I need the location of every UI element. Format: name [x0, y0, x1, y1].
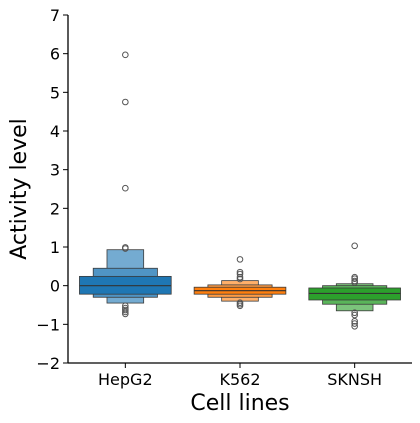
plot-area [79, 51, 401, 330]
outlier-point [351, 317, 358, 325]
outlier-point [351, 279, 358, 286]
boxen-SKNSH [308, 242, 401, 330]
y-tick-label: 1 [50, 238, 60, 257]
outlier-point [351, 275, 358, 283]
outlier-point [122, 302, 129, 310]
outlier-point [236, 302, 244, 310]
y-ticks: −2 −1 0 1 2 3 4 5 6 7 [36, 6, 68, 373]
y-tick-label: 3 [50, 161, 60, 180]
x-tick-label: HepG2 [98, 370, 153, 389]
x-ticks: HepG2 K562 SKNSH [98, 363, 382, 389]
x-axis-title: Cell lines [190, 391, 289, 416]
outlier-point [122, 310, 129, 318]
y-tick-label: 6 [50, 45, 60, 64]
boxen-HepG2 [79, 51, 172, 318]
outlier-point [351, 322, 358, 330]
outlier-point [122, 306, 129, 314]
boxen-box [308, 287, 401, 301]
outlier-point [351, 309, 358, 317]
y-tick-label: 5 [50, 83, 60, 102]
y-tick-label: −2 [36, 354, 60, 373]
y-tick-label: −1 [36, 315, 60, 334]
outlier-point [236, 256, 244, 263]
outlier-point [236, 273, 244, 281]
x-tick-label: K562 [219, 370, 260, 389]
outlier-point [351, 311, 358, 319]
outlier-point [236, 270, 244, 278]
y-tick-label: 7 [50, 6, 60, 25]
y-tick-label: 0 [50, 277, 60, 296]
outlier-point [351, 242, 358, 250]
y-tick-label: 4 [50, 122, 60, 141]
outlier-point [122, 245, 129, 252]
y-tick-label: 2 [50, 199, 60, 218]
outlier-point [122, 308, 129, 316]
boxen-K562 [193, 256, 287, 310]
outlier-point [122, 51, 129, 59]
outlier-point [122, 184, 129, 192]
outlier-point [236, 268, 244, 276]
y-axis-title: Activity level [7, 118, 32, 260]
outlier-point [351, 320, 358, 327]
outlier-point [122, 98, 129, 106]
outlier-point [236, 275, 244, 283]
x-tick-label: SKNSH [327, 370, 382, 389]
